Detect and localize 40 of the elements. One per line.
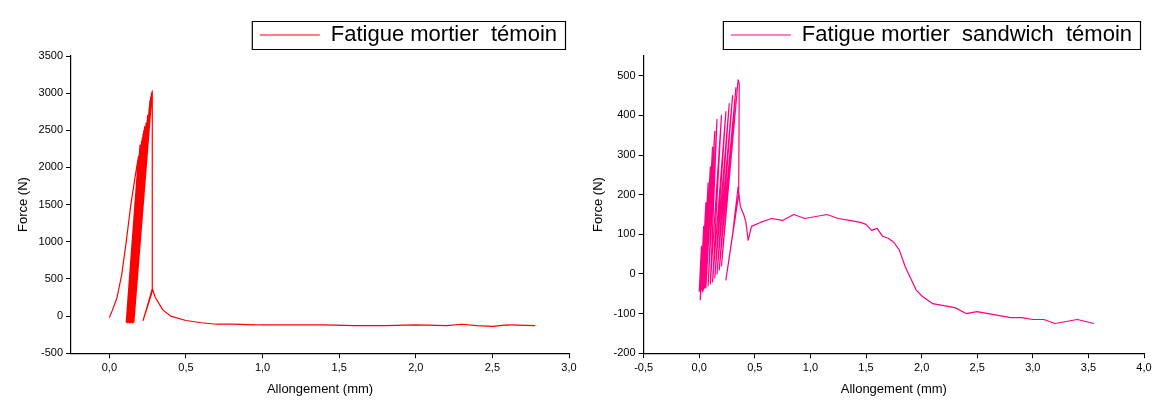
x-axis-title: Allongement (mm)	[840, 380, 947, 396]
legend-label: Fatigue mortier témoin	[330, 21, 557, 47]
y-tick-label: 0	[56, 309, 64, 322]
y-tick-label: 100	[617, 227, 636, 240]
x-tick-label: 1,0	[254, 360, 271, 373]
legend-label: Fatigue mortier sandwich témoin	[801, 21, 1132, 47]
x-tick-label: 0,5	[747, 360, 763, 373]
x-tick-label: 0,5	[178, 360, 194, 373]
x-tick-label: 2,0	[913, 360, 930, 373]
y-tick-label: 1500	[38, 197, 64, 210]
x-tick-label: 2,5	[969, 360, 985, 373]
y-tick-label: 500	[617, 68, 636, 81]
x-tick-label: 3,5	[1080, 360, 1097, 373]
y-tick-label: 2500	[38, 123, 64, 136]
y-tick-label: 3500	[38, 49, 64, 62]
y-tick-label: 3000	[38, 86, 64, 99]
y-tick-label: 300	[617, 148, 636, 161]
x-tick-label: 0,0	[691, 360, 707, 373]
y-tick-label: -100	[613, 306, 636, 319]
y-tick-label: 200	[617, 187, 636, 200]
y-tick-label: 2000	[38, 160, 64, 173]
y-tick-label: -200	[613, 346, 636, 359]
x-tick-label: 1,5	[331, 360, 347, 373]
x-tick-label: 1,0	[802, 360, 819, 373]
y-tick-label: 1000	[38, 234, 64, 247]
x-tick-label: 1,5	[858, 360, 874, 373]
x-tick-label: 2,0	[408, 360, 424, 373]
y-tick-label: -500	[41, 346, 64, 359]
x-tick-label: 4,0	[1136, 360, 1152, 373]
x-tick-label: -0,5	[634, 360, 654, 373]
y-axis-title: Force (N)	[15, 177, 31, 233]
y-tick-label: 400	[617, 108, 636, 121]
x-tick-label: 0,0	[101, 360, 118, 373]
y-tick-label: 500	[44, 271, 64, 284]
x-axis-title: Allongement (mm)	[266, 380, 374, 396]
x-tick-label: 2,5	[484, 360, 501, 373]
y-tick-label: 0	[629, 266, 636, 279]
x-tick-label: 3,0	[1025, 360, 1041, 373]
x-tick-label: 3,0	[561, 360, 577, 373]
y-axis-title: Force (N)	[590, 177, 606, 233]
